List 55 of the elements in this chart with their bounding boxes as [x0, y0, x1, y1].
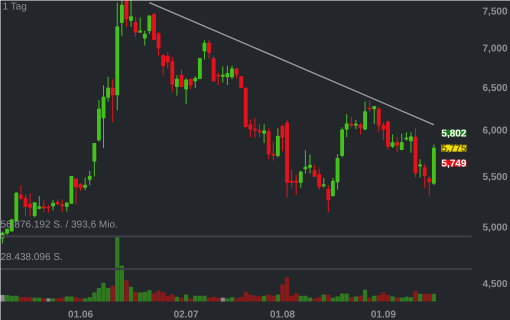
candlestick — [344, 114, 349, 138]
candlestick — [120, 0, 124, 36]
candlestick — [395, 136, 400, 154]
ref-line-label: 28.438.096 S. — [0, 252, 63, 263]
candlestick — [142, 30, 147, 46]
candlestick — [184, 78, 188, 105]
text: 5,802 — [441, 128, 467, 140]
candlestick — [147, 14, 152, 34]
candlestick — [170, 56, 174, 92]
candlestick — [180, 69, 184, 88]
candlestick — [427, 174, 432, 196]
candlestick — [354, 119, 358, 130]
y-tick-label: 7,500 — [482, 6, 508, 18]
candlestick — [266, 128, 271, 160]
x-tick-label: 01.08 — [270, 310, 296, 320]
x-tick-label: 01.06 — [68, 310, 94, 320]
candlestick — [422, 163, 427, 188]
x-tick-label: 02.07 — [174, 310, 200, 320]
candlestick — [110, 78, 115, 123]
candlestick — [138, 16, 142, 34]
candlestick — [134, 16, 138, 38]
candlestick — [161, 53, 166, 76]
candlestick — [372, 105, 376, 124]
candlestick — [390, 134, 394, 149]
candlestick — [234, 68, 238, 79]
chart-title: 1 Tag — [2, 2, 27, 12]
y-tick-label: 5,000 — [482, 222, 508, 234]
candlestick — [92, 142, 96, 177]
candlestick — [32, 202, 37, 218]
candlestick — [258, 123, 262, 138]
candlestick — [51, 199, 55, 211]
y-tick-label: 5,500 — [482, 172, 508, 183]
candlestick — [202, 40, 206, 60]
y-tick-label: 4,500 — [482, 278, 508, 290]
y-tick-label: 6,000 — [482, 126, 508, 137]
candlestick — [175, 74, 179, 96]
candlestick — [326, 184, 330, 213]
candlestick — [363, 100, 367, 131]
candlestick — [358, 122, 362, 135]
candlestick — [400, 133, 404, 150]
candlestick — [88, 170, 92, 186]
candlestick — [207, 39, 211, 60]
y-tick-label: 7,000 — [482, 43, 508, 54]
candlestick — [124, 0, 128, 28]
candlestick — [298, 170, 303, 188]
candlestick — [276, 128, 280, 158]
candlestick — [212, 55, 216, 82]
candlestick — [322, 177, 326, 188]
candlestick — [418, 158, 422, 178]
candlestick — [129, 0, 133, 28]
candlestick — [60, 199, 64, 213]
candlestick — [83, 176, 88, 191]
y-tick-label: 6,500 — [482, 82, 508, 94]
candlestick — [262, 124, 266, 144]
x-tick-label: 01.09 — [370, 310, 396, 320]
